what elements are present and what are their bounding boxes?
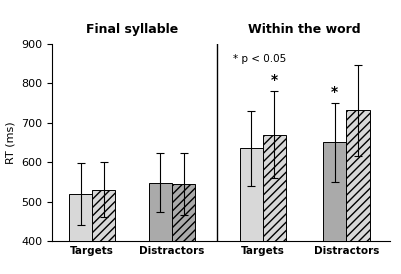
Bar: [262, 135, 286, 241]
Bar: [322, 142, 346, 241]
Bar: [148, 183, 172, 241]
Bar: [92, 190, 115, 241]
Text: * p < 0.05: * p < 0.05: [233, 54, 286, 64]
Text: Final syllable: Final syllable: [86, 23, 178, 36]
Text: *: *: [330, 85, 338, 99]
Bar: [346, 110, 369, 241]
Text: Within the word: Within the word: [248, 23, 360, 36]
Bar: [69, 194, 92, 241]
Y-axis label: RT (ms): RT (ms): [6, 121, 16, 164]
Text: *: *: [270, 73, 277, 87]
Bar: [239, 149, 262, 241]
Bar: [172, 184, 195, 241]
